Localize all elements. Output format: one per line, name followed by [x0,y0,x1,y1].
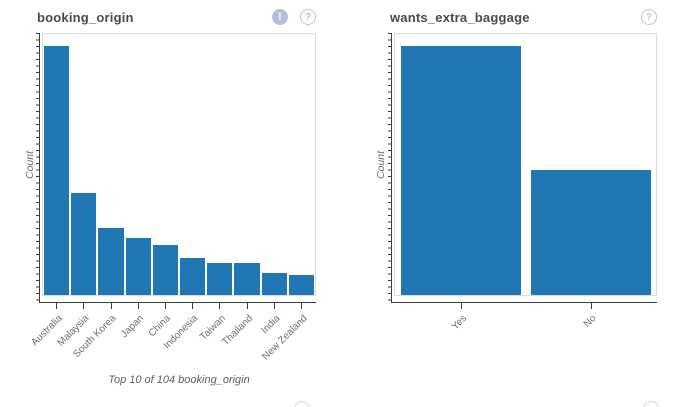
chart-header: wants_extra_baggage ? [390,8,657,26]
x-tick-slot [153,303,178,309]
x-tick [192,303,194,309]
bar-south-korea[interactable] [98,227,124,295]
x-axis-label: No [581,313,599,330]
x-tick-slot [207,303,232,309]
x-axis-line [391,302,657,303]
y-axis-title-wrap: Count [23,33,37,296]
x-axis-label: India [258,313,283,337]
x-tick [300,303,302,309]
x-tick-slot [180,303,205,309]
x-tick-slot [44,303,69,309]
x-tick [164,303,166,309]
bar-no[interactable] [531,170,651,295]
chart-card-wants-extra-baggage: wants_extra_baggage ? Count Yes No [375,8,657,332]
x-tick-slot [98,303,123,309]
x-label-slot: Indonesia [162,313,205,377]
bar-japan[interactable] [125,237,151,295]
x-tick [273,303,275,309]
header-icons: ! ? [272,9,316,25]
plot-area [42,33,316,296]
y-axis-title-wrap: Count [374,33,388,296]
info-icon[interactable]: ! [272,9,288,25]
x-axis-ticks [43,303,315,309]
bar-malaysia[interactable] [71,192,97,295]
bar-group [43,34,315,295]
bar-australia[interactable] [44,45,70,295]
help-icon[interactable]: ? [641,9,657,25]
x-axis-line [39,302,316,303]
x-tick [83,303,85,309]
y-axis-title: Count [375,150,387,179]
y-axis-line [388,33,392,303]
x-label-slot: Yes [401,313,521,377]
bar-india[interactable] [261,272,287,295]
x-tick [110,303,112,309]
x-axis-ticks [395,303,656,309]
x-tick [137,303,139,309]
y-axis-title: Count [24,150,36,179]
x-tick-slot [262,303,287,309]
help-icon-partial[interactable] [643,401,659,407]
chart-footnote: Top 10 of 104 booking_origin [108,374,250,386]
help-icon[interactable]: ? [300,9,316,25]
bar-china[interactable] [152,245,179,295]
x-tick-slot [234,303,259,309]
x-label-slot: No [531,313,651,377]
plot-area [394,33,657,296]
x-axis-labels: Australia Malaysia South Korea Japan China In… [29,313,315,377]
chart-header: booking_origin ! ? [37,8,316,26]
bar-thailand[interactable] [234,262,260,295]
bar-taiwan[interactable] [207,262,233,295]
x-axis-labels: Yes No [395,313,656,377]
x-tick-slot [401,303,521,309]
bar-new-zealand[interactable] [288,275,315,295]
help-icon-partial[interactable] [294,401,310,407]
x-axis-label: Yes [449,313,469,333]
x-tick-slot [71,303,96,309]
chart-title: wants_extra_baggage [390,9,530,25]
chart-title: booking_origin [37,9,134,25]
x-label-slot: Thailand [220,313,259,377]
x-tick [56,303,58,309]
y-axis-line [36,33,40,303]
x-tick-slot [289,303,314,309]
bar-group [395,34,656,295]
x-tick [460,303,462,309]
x-tick-slot [531,303,651,309]
header-icons: ? [641,9,657,25]
x-label-slot: Japan [119,313,151,377]
x-label-slot: South Korea [72,313,123,377]
x-tick-slot [126,303,151,309]
x-label-slot: New Zealand [260,313,314,377]
x-tick [246,303,248,309]
bar-yes[interactable] [401,45,521,295]
x-tick [590,303,592,309]
bar-indonesia[interactable] [180,257,206,295]
chart-card-booking-origin: booking_origin ! ? Count Australia Malays… [24,8,316,386]
x-tick [219,303,221,309]
